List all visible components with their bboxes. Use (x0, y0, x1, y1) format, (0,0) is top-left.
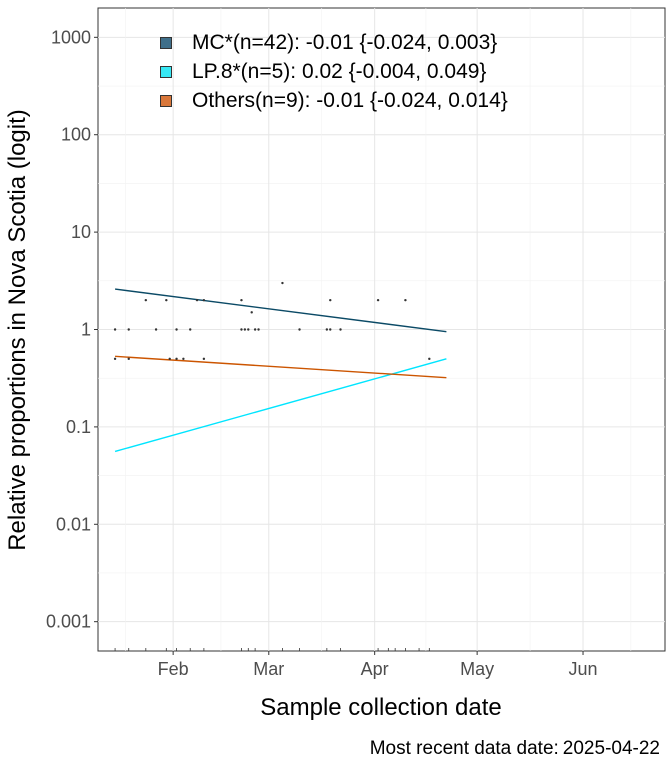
x-tick-label: Jun (569, 659, 598, 679)
legend-item-others: Others(n=9): -0.01 {-0.024, 0.014} (160, 86, 508, 115)
data-point (253, 328, 257, 331)
date-rug (114, 648, 430, 651)
data-point (202, 357, 206, 361)
data-point (329, 328, 332, 331)
data-point (325, 328, 329, 331)
data-point (428, 357, 431, 361)
legend: MC*(n=42): -0.01 {-0.024, 0.003} LP.8*(n… (160, 28, 508, 115)
data-point (376, 298, 380, 302)
legend-item-mc: MC*(n=42): -0.01 {-0.024, 0.003} (160, 28, 508, 57)
legend-item-lp8: LP.8*(n=5): 0.02 {-0.004, 0.049} (160, 57, 508, 86)
x-tick-label: Mar (253, 659, 284, 679)
caption-label: Most recent data date: (369, 738, 559, 759)
data-point (195, 298, 199, 302)
data-point (240, 298, 243, 302)
data-point (329, 298, 332, 302)
data-point (154, 328, 158, 331)
y-tick-label: 0.1 (66, 417, 91, 437)
x-axis-label: Sample collection date (260, 694, 502, 721)
y-tick-label: 1000 (51, 27, 91, 47)
x-tick-label: Apr (361, 659, 389, 679)
data-point (404, 298, 407, 302)
data-point (144, 298, 148, 302)
data-point (202, 298, 206, 302)
fit-lines (114, 288, 447, 453)
data-point (127, 328, 130, 331)
data-point (175, 357, 178, 361)
legend-label-others: Others(n=9): -0.01 {-0.024, 0.014} (192, 88, 508, 112)
legend-swatch-mc (160, 36, 172, 49)
y-tick-label: 100 (61, 125, 91, 145)
data-point (240, 328, 243, 331)
data-point (113, 357, 117, 361)
legend-label-lp8: LP.8*(n=5): 0.02 {-0.004, 0.049} (192, 59, 487, 83)
data-point (339, 328, 342, 331)
y-tick-label: 0.01 (56, 514, 91, 534)
data-point (298, 328, 301, 331)
legend-swatch-lp8 (160, 65, 172, 78)
data-point (247, 328, 250, 331)
x-tick-label: May (460, 659, 494, 679)
y-tick-label: 1 (81, 320, 91, 340)
x-tick-label: Feb (158, 659, 189, 679)
y-tick-label: 10 (71, 222, 91, 242)
y-axis-ticks: 0.001 0.01 0.1 1 10 100 1000 (46, 27, 98, 632)
fit-line-0 (114, 288, 447, 333)
grid-lines (98, 8, 665, 651)
data-point (175, 328, 178, 331)
caption: Most recent data date: 2025-04-22 (370, 738, 664, 760)
data-point (113, 328, 117, 331)
data-point (250, 311, 253, 314)
data-point (189, 328, 192, 331)
data-point (182, 357, 185, 361)
x-axis-ticks: Feb Mar Apr May Jun (158, 651, 598, 679)
data-points (113, 281, 431, 361)
legend-swatch-others (160, 94, 172, 107)
data-point (257, 328, 260, 331)
y-tick-label: 0.001 (46, 612, 91, 632)
fit-line-2 (115, 355, 447, 379)
data-point (168, 357, 171, 361)
data-point (243, 328, 247, 331)
data-point (127, 357, 130, 361)
caption-date: 2025-04-22 (562, 738, 660, 759)
data-point (165, 298, 168, 302)
y-axis-label: Relative proportions in Nova Scotia (log… (4, 109, 31, 551)
data-point (281, 281, 284, 285)
legend-label-mc: MC*(n=42): -0.01 {-0.024, 0.003} (192, 30, 498, 54)
